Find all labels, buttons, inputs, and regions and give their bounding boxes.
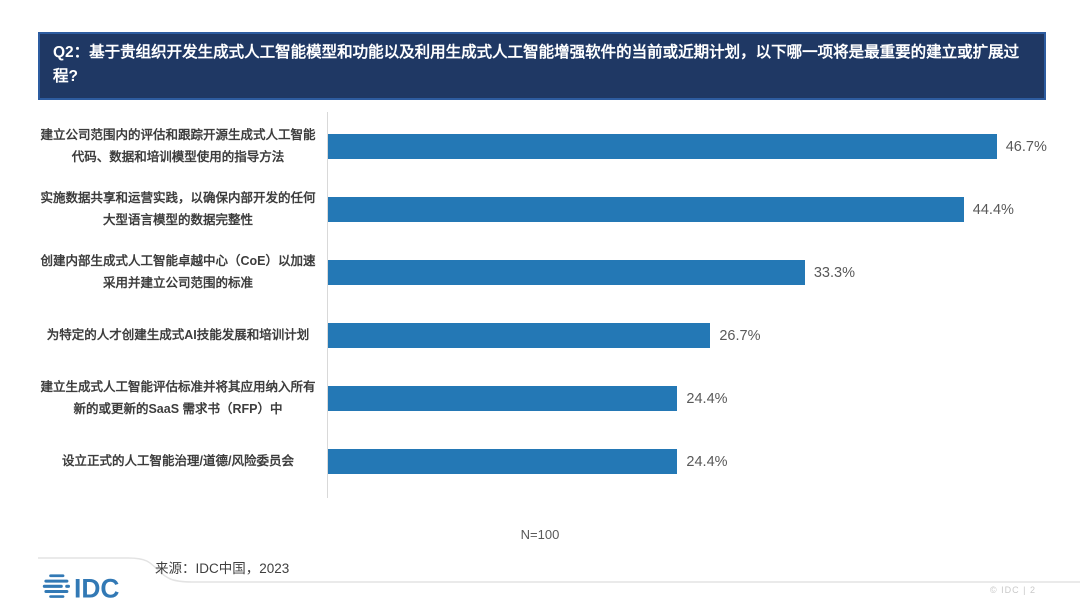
bar-track: 33.3% (328, 260, 1044, 285)
page-number: © IDC | 2 (990, 585, 1036, 595)
bar-value-label: 26.7% (719, 327, 761, 344)
idc-logo-text: IDC (74, 574, 119, 604)
bar: 33.3% (328, 260, 855, 285)
bar: 24.4% (328, 386, 728, 411)
question-title: Q2：基于贵组织开发生成式人工智能模型和功能以及利用生成式人工智能增强软件的当前… (53, 44, 1020, 86)
category-label: 建立生成式人工智能评估标准并将其应用纳入所有新的或更新的SaaS 需求书（RFP… (40, 380, 316, 416)
chart-row: 创建内部生成式人工智能卓越中心（CoE）以加速采用并建立公司范围的标准 33.3% (40, 241, 1044, 304)
swoosh-line (38, 557, 1080, 583)
category-label: 实施数据共享和运营实践，以确保内部开发的任何大型语言模型的数据完整性 (40, 191, 316, 227)
question-header: Q2：基于贵组织开发生成式人工智能模型和功能以及利用生成式人工智能增强软件的当前… (38, 32, 1046, 101)
bar-track: 24.4% (328, 449, 1044, 474)
bar-track: 44.4% (328, 197, 1044, 222)
chart-row: 建立公司范围内的评估和跟踪开源生成式人工智能代码、数据和培训模型使用的指导方法 4… (40, 115, 1047, 178)
category-label: 创建内部生成式人工智能卓越中心（CoE）以加速采用并建立公司范围的标准 (40, 254, 316, 290)
chart-row: 为特定的人才创建生成式AI技能发展和培训计划 26.7% (40, 304, 1044, 367)
category-label: 为特定的人才创建生成式AI技能发展和培训计划 (46, 327, 310, 342)
chart-row: 设立正式的人工智能治理/道德/风险委员会 24.4% (40, 430, 1044, 493)
bar-value-label: 24.4% (686, 453, 728, 470)
footer-swoosh-decoration (38, 557, 1080, 583)
sample-size-note: N=100 (520, 527, 560, 542)
bar: 44.4% (328, 197, 1014, 222)
bar: 46.7% (328, 134, 1047, 159)
bar-value-label: 24.4% (686, 390, 728, 407)
category-label: 设立正式的人工智能治理/道德/风险委员会 (62, 453, 294, 468)
idc-logo: IDC (42, 574, 119, 604)
globe-icon (42, 574, 70, 598)
bar-value-label: 46.7% (1005, 138, 1047, 155)
chart-rows: 建立公司范围内的评估和跟踪开源生成式人工智能代码、数据和培训模型使用的指导方法 4… (40, 115, 1047, 493)
bar-track: 46.7% (328, 134, 1047, 159)
chart-row: 实施数据共享和运营实践，以确保内部开发的任何大型语言模型的数据完整性 44.4% (40, 178, 1044, 241)
bar: 24.4% (328, 449, 728, 474)
axis-line (327, 112, 328, 498)
bar-track: 24.4% (328, 386, 1044, 411)
category-label: 建立公司范围内的评估和跟踪开源生成式人工智能代码、数据和培训模型使用的指导方法 (40, 128, 316, 164)
bar-value-label: 33.3% (813, 264, 855, 281)
source-text: 来源：IDC中国，2023 (155, 561, 290, 576)
bar-track: 26.7% (328, 323, 1044, 348)
bar-value-label: 44.4% (972, 201, 1014, 218)
chart-row: 建立生成式人工智能评估标准并将其应用纳入所有新的或更新的SaaS 需求书（RFP… (40, 367, 1044, 430)
bar: 26.7% (328, 323, 760, 348)
bar-chart: 建立公司范围内的评估和跟踪开源生成式人工智能代码、数据和培训模型使用的指导方法 4… (40, 112, 1047, 498)
